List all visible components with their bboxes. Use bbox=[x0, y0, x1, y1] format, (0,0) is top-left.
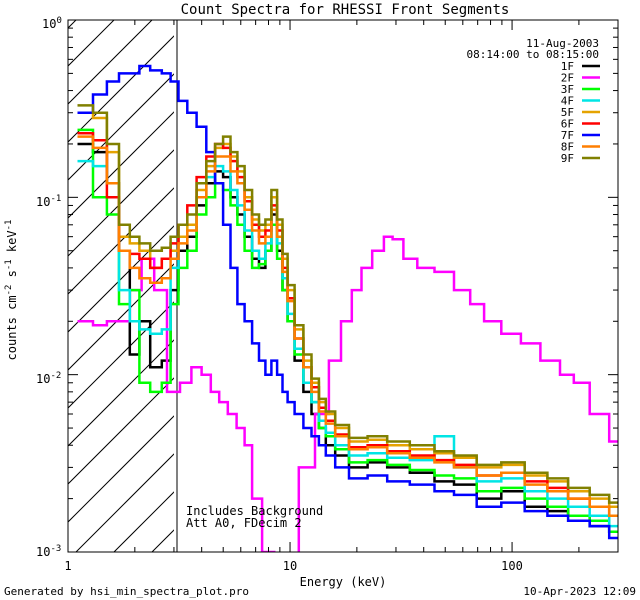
hatch-line bbox=[570, 20, 640, 552]
time-range-label: 08:14:00 to 08:15:00 bbox=[467, 48, 599, 61]
annotation-background: Includes Background bbox=[186, 504, 323, 518]
footer-generator: Generated by hsi_min_spectra_plot.pro bbox=[4, 585, 249, 598]
y-tick-label: 10-2 bbox=[36, 371, 61, 386]
y-tick-label: 10-3 bbox=[36, 544, 61, 559]
legend-label: 4F bbox=[561, 95, 574, 108]
plot-frame bbox=[67, 19, 619, 553]
y-axis bbox=[68, 19, 618, 553]
hatch-line bbox=[68, 111, 174, 219]
legend-label: 9F bbox=[561, 152, 574, 165]
series-line-9F bbox=[77, 104, 618, 504]
legend-label: 5F bbox=[561, 106, 574, 119]
series-line-6F bbox=[77, 131, 618, 518]
legend-label: 1F bbox=[561, 60, 574, 73]
hatch-line bbox=[68, 225, 174, 333]
hatch-line bbox=[68, 377, 174, 485]
y-tick-label: 100 bbox=[42, 16, 62, 31]
series-line-7F bbox=[77, 64, 618, 540]
hatch-line bbox=[75, 453, 174, 552]
x-tick-label: 100 bbox=[501, 559, 523, 573]
x-tick-label: 1 bbox=[64, 559, 71, 573]
footer-timestamp: 10-Apr-2023 12:09 bbox=[523, 585, 636, 598]
y-axis-label: counts cm-2 s-1 keV-1 bbox=[4, 220, 19, 361]
hatch-line bbox=[68, 73, 174, 181]
y-axis-label-part: counts cm bbox=[5, 295, 19, 360]
y-axis-label-exponent: -2 bbox=[4, 285, 14, 296]
x-axis-label: Energy (keV) bbox=[300, 575, 387, 589]
y-tick-exponent: -3 bbox=[50, 544, 61, 554]
y-tick-exponent: -2 bbox=[50, 371, 61, 381]
y-tick-exponent: 0 bbox=[56, 16, 61, 26]
y-axis-label-part: keV bbox=[5, 230, 19, 259]
legend-label: 6F bbox=[561, 118, 574, 131]
series-line-4F bbox=[77, 159, 618, 528]
legend-label: 3F bbox=[561, 83, 574, 96]
y-tick-exponent: -1 bbox=[50, 194, 61, 204]
hatch-line bbox=[68, 415, 174, 523]
y-axis-label-exponent: -1 bbox=[4, 220, 14, 231]
x-tick-label: 10 bbox=[283, 559, 297, 573]
hatch-line bbox=[608, 20, 640, 552]
y-tick-labels: 10-3 10-2 10-1 100 bbox=[36, 16, 62, 559]
annotation-attenuator: Att A0, FDecim 2 bbox=[186, 516, 302, 530]
legend-label: 7F bbox=[561, 129, 574, 142]
date-label: 11-Aug-2003 bbox=[526, 37, 599, 50]
series-group bbox=[77, 64, 618, 552]
legend-label: 2F bbox=[561, 72, 574, 85]
y-tick-label: 10-1 bbox=[36, 194, 61, 209]
hatch-line bbox=[68, 35, 174, 143]
series-line-8F bbox=[77, 135, 618, 518]
chart-title: Count Spectra for RHESSI Front Segments bbox=[181, 2, 510, 18]
hatch-line bbox=[68, 263, 174, 371]
series-line-2F bbox=[77, 235, 618, 552]
hatch-line bbox=[68, 187, 174, 295]
hatch-line bbox=[68, 20, 115, 67]
y-axis-label-exponent: -1 bbox=[4, 259, 14, 270]
legend-label: 8F bbox=[561, 141, 574, 154]
y-axis-label-part: s bbox=[5, 270, 19, 284]
hatched-region bbox=[68, 20, 640, 552]
x-axis bbox=[67, 20, 619, 552]
